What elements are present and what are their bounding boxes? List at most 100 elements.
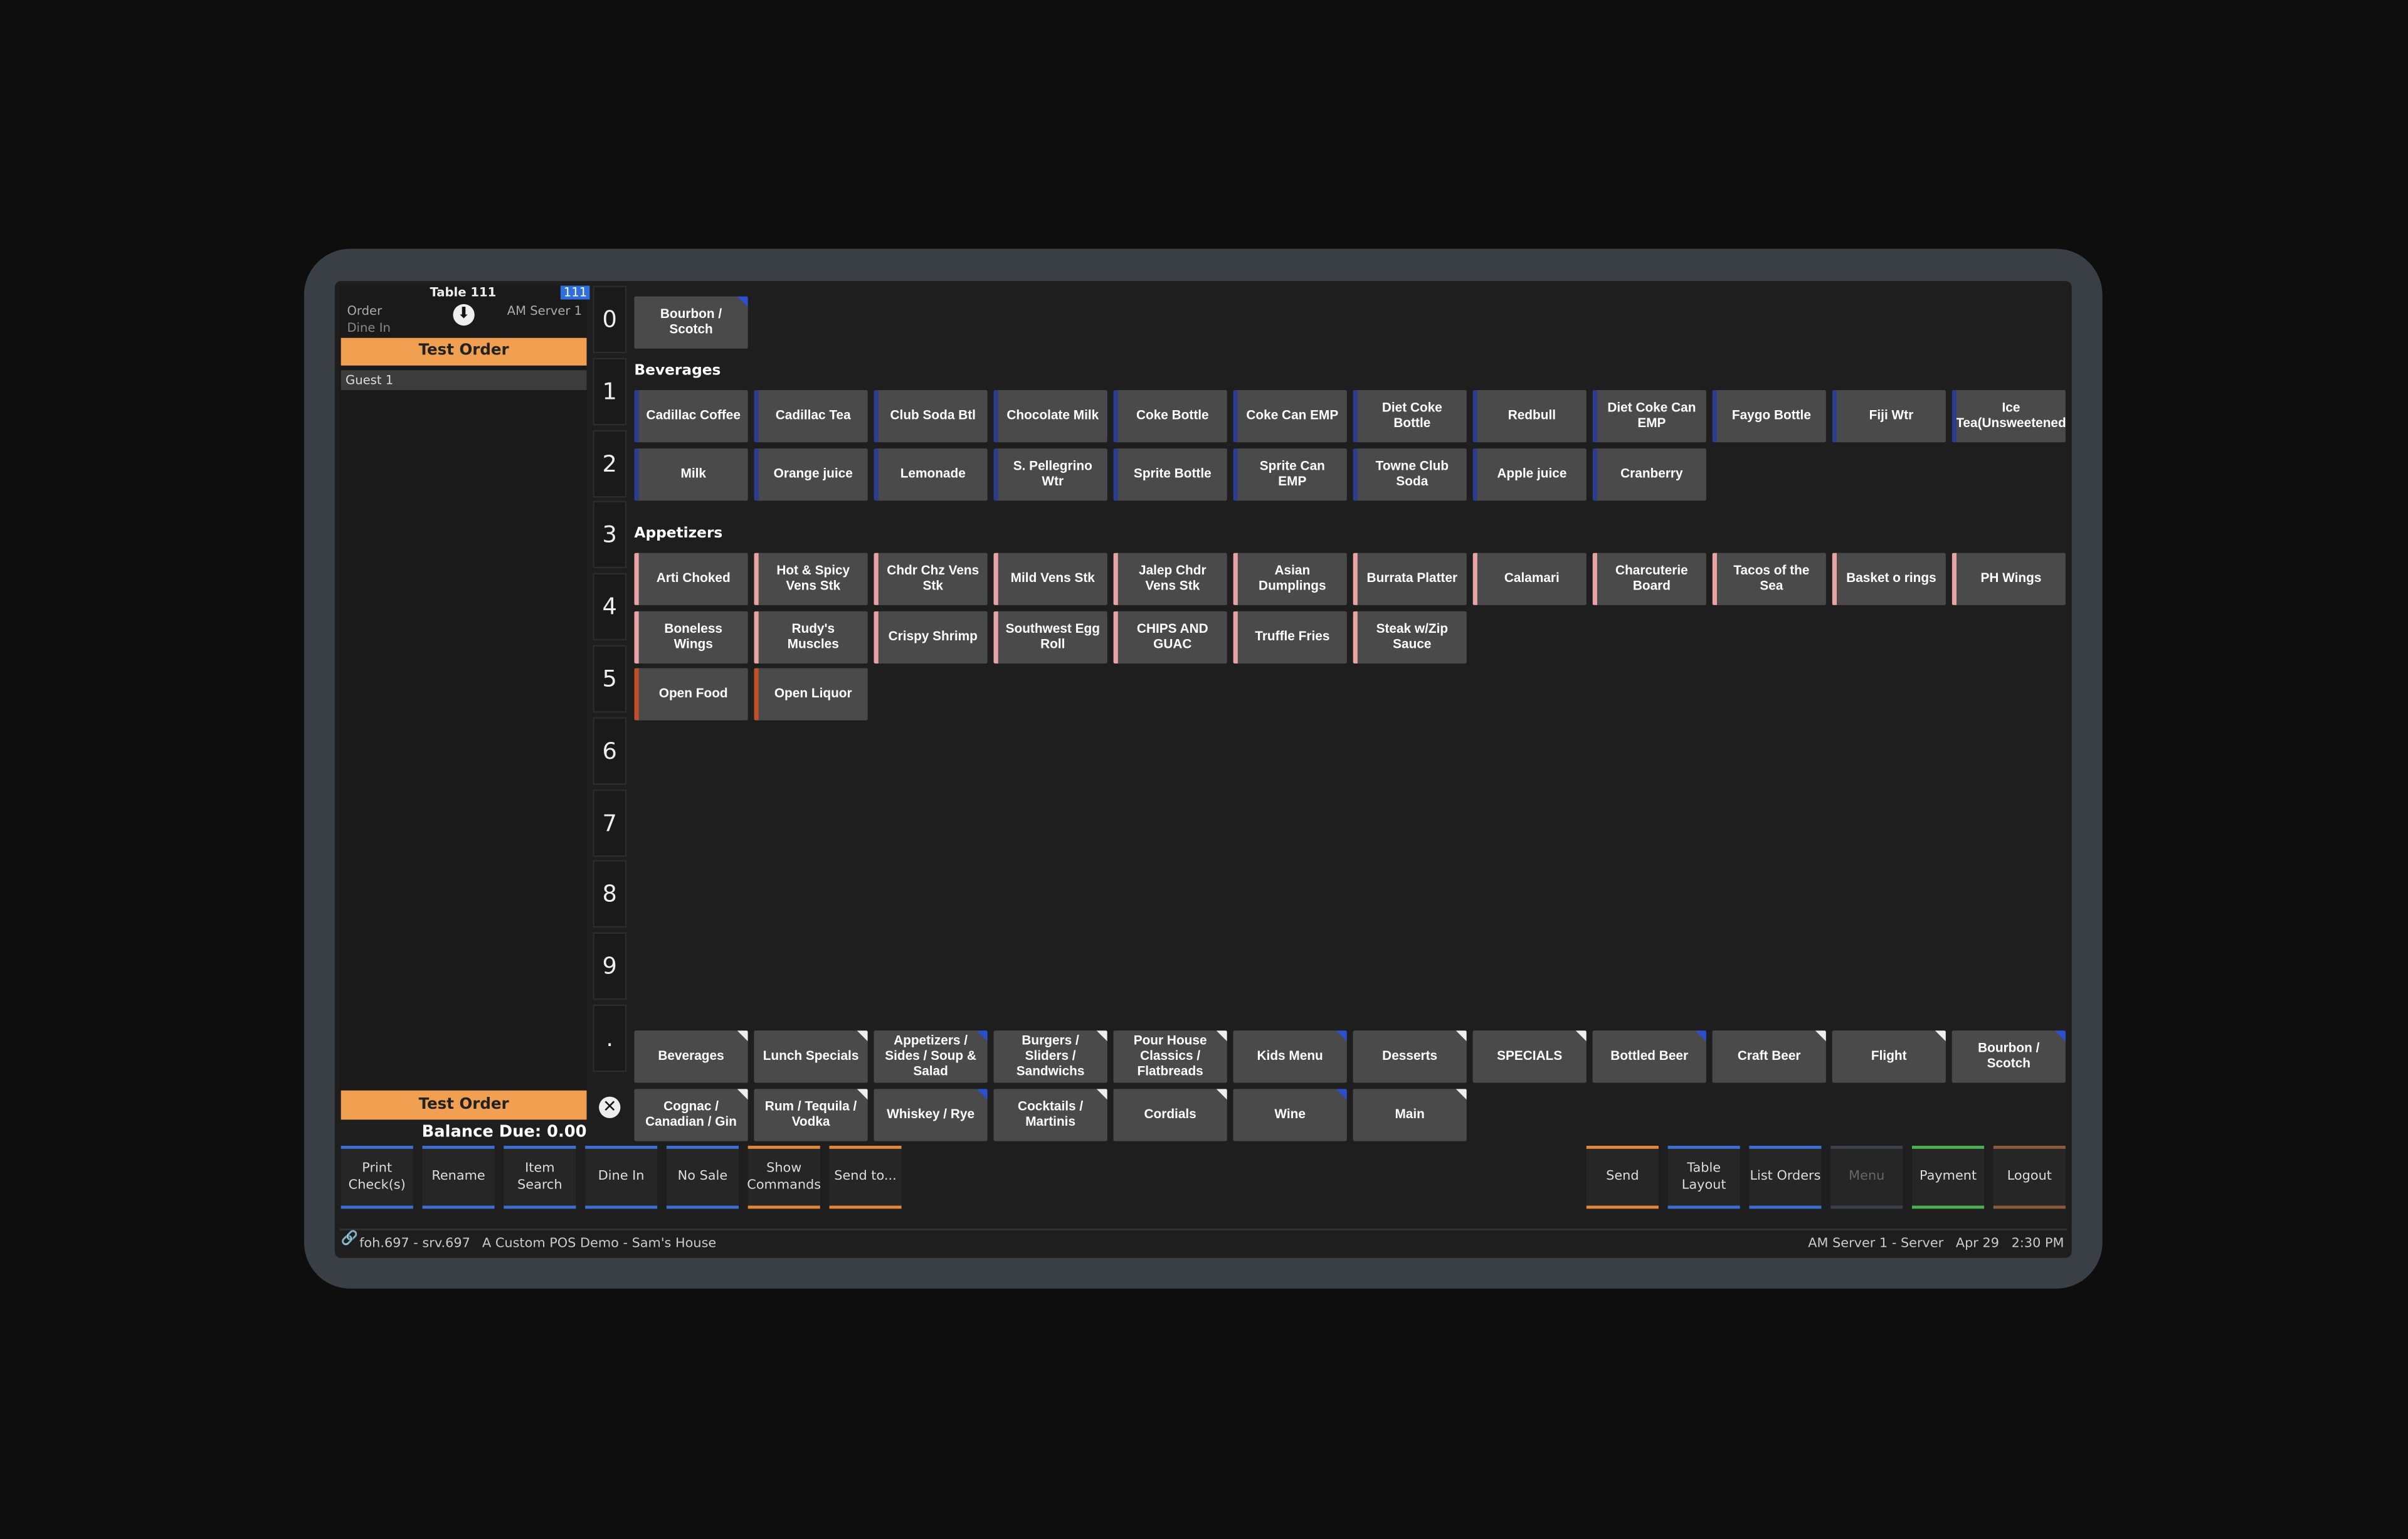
category-button[interactable]: Pour House Classics / Flatbreads	[1113, 1030, 1227, 1083]
expand-button[interactable]: ⬇	[453, 304, 475, 326]
category-button[interactable]: Bourbon / Scotch	[1951, 1030, 2066, 1083]
toolbar-button[interactable]: Logout	[1993, 1145, 2066, 1209]
menu-item[interactable]: Steak w/Zip Sauce	[1353, 611, 1467, 664]
menu-item[interactable]: Apple juice	[1472, 448, 1587, 501]
category-button[interactable]: Cognac / Canadian / Gin	[634, 1089, 748, 1141]
corner-marker	[1695, 1030, 1706, 1042]
menu-item[interactable]: Cranberry	[1592, 448, 1706, 501]
toolbar-button[interactable]: Rename	[422, 1145, 495, 1209]
menu-item[interactable]: Milk	[634, 448, 748, 501]
menu-item[interactable]: Charcuterie Board	[1592, 553, 1706, 605]
menu-item[interactable]: PH Wings	[1951, 553, 2066, 605]
toolbar-button[interactable]: List Orders	[1749, 1145, 1822, 1209]
category-button[interactable]: Main	[1353, 1089, 1467, 1141]
footer-order-name[interactable]: Test Order	[341, 1090, 587, 1120]
menu-item[interactable]: Rudy's Muscles	[754, 611, 868, 664]
menu-item[interactable]: Tacos of the Sea	[1712, 553, 1826, 605]
menu-item[interactable]: Asian Dumplings	[1233, 553, 1347, 605]
menu-item[interactable]: S. Pellegrino Wtr	[993, 448, 1107, 501]
corner-marker	[737, 1089, 748, 1100]
category-button[interactable]: Bottled Beer	[1592, 1030, 1706, 1083]
category-button[interactable]: Appetizers / Sides / Soup & Salad	[874, 1030, 988, 1083]
numpad-key[interactable]: 3	[593, 501, 627, 569]
menu-item[interactable]: Calamari	[1472, 553, 1587, 605]
numpad-key[interactable]: 9	[593, 933, 627, 1000]
toolbar-button[interactable]: Print Check(s)	[341, 1145, 413, 1209]
section-title: Beverages	[634, 362, 721, 379]
numpad-key[interactable]: 4	[593, 573, 627, 641]
toolbar-button[interactable]: Send to...	[829, 1145, 902, 1209]
corner-marker	[2054, 1030, 2066, 1042]
numpad-key[interactable]: 0	[593, 285, 627, 354]
menu-item[interactable]: Southwest Egg Roll	[993, 611, 1107, 664]
category-button[interactable]: Kids Menu	[1233, 1030, 1347, 1083]
menu-item[interactable]: Sprite Bottle	[1113, 448, 1227, 501]
menu-item[interactable]: Burrata Platter	[1353, 553, 1467, 605]
category-button[interactable]: Flight	[1832, 1030, 1946, 1083]
numpad-key[interactable]: 5	[593, 645, 627, 713]
order-type: Dine In	[347, 320, 391, 335]
category-button[interactable]: Craft Beer	[1712, 1030, 1826, 1083]
toolbar-button[interactable]: Menu	[1830, 1145, 1903, 1209]
menu-item[interactable]: Sprite Can EMP	[1233, 448, 1347, 501]
menu-item[interactable]: Club Soda Btl	[874, 390, 988, 443]
status-text: foh.697 - srv.697	[359, 1236, 470, 1252]
numpad-key[interactable]: 1	[593, 357, 627, 425]
menu-item[interactable]: Mild Vens Stk	[993, 553, 1107, 605]
menu-item[interactable]: Open Food	[634, 668, 748, 721]
toolbar-button[interactable]: Show Commands	[747, 1145, 821, 1209]
guest-row[interactable]: Guest 1	[341, 370, 587, 391]
toolbar-button[interactable]: Payment	[1912, 1145, 1985, 1209]
menu-item[interactable]: Cadillac Coffee	[634, 390, 748, 443]
menu-item[interactable]: Chdr Chz Vens Stk	[874, 553, 988, 605]
menu-item[interactable]: Jalep Chdr Vens Stk	[1113, 553, 1227, 605]
menu-item[interactable]: Orange juice	[754, 448, 868, 501]
menu-item[interactable]: Open Liquor	[754, 668, 868, 721]
menu-item[interactable]: Fiji Wtr	[1832, 390, 1946, 443]
category-button[interactable]: SPECIALS	[1472, 1030, 1587, 1083]
numpad-key[interactable]: 6	[593, 717, 627, 785]
toolbar-button[interactable]: Item Search	[504, 1145, 576, 1209]
category-button[interactable]: Beverages	[634, 1030, 748, 1083]
numpad-key[interactable]: 2	[593, 429, 627, 497]
category-button[interactable]: Desserts	[1353, 1030, 1467, 1083]
category-button[interactable]: Whiskey / Rye	[874, 1089, 988, 1141]
menu-item[interactable]: Lemonade	[874, 448, 988, 501]
toolbar-button[interactable]: Dine In	[585, 1145, 658, 1209]
menu-item[interactable]: Chocolate Milk	[993, 390, 1107, 443]
category-button[interactable]: Rum / Tequila / Vodka	[754, 1089, 868, 1141]
menu-item[interactable]: Diet Coke Bottle	[1353, 390, 1467, 443]
menu-item[interactable]: Coke Can EMP	[1233, 390, 1347, 443]
toolbar-button[interactable]: No Sale	[666, 1145, 739, 1209]
menu-item[interactable]: Bourbon / Scotch	[634, 296, 748, 349]
menu-item[interactable]: Towne Club Soda	[1353, 448, 1467, 501]
menu-item[interactable]: Redbull	[1472, 390, 1587, 443]
menu-item[interactable]: Coke Bottle	[1113, 390, 1227, 443]
category-button[interactable]: Wine	[1233, 1089, 1347, 1141]
menu-item[interactable]: Faygo Bottle	[1712, 390, 1826, 443]
category-button[interactable]: Cordials	[1113, 1089, 1227, 1141]
toolbar-button[interactable]: Table Layout	[1667, 1145, 1740, 1209]
menu-item[interactable]: Cadillac Tea	[754, 390, 868, 443]
category-button[interactable]: Burgers / Sliders / Sandwichs	[993, 1030, 1107, 1083]
menu-item[interactable]: CHIPS AND GUAC	[1113, 611, 1227, 664]
order-panel	[339, 285, 587, 1091]
menu-item[interactable]: Diet Coke Can EMP	[1592, 390, 1706, 443]
category-button[interactable]: Cocktails / Martinis	[993, 1089, 1107, 1141]
order-name[interactable]: Test Order	[341, 337, 587, 366]
numpad-key[interactable]: .	[593, 1004, 627, 1072]
menu-item[interactable]: Truffle Fries	[1233, 611, 1347, 664]
clear-button[interactable]: ✕	[599, 1096, 621, 1118]
toolbar-button[interactable]: Send	[1586, 1145, 1659, 1209]
menu-item[interactable]: Boneless Wings	[634, 611, 748, 664]
menu-item[interactable]: Arti Choked	[634, 553, 748, 605]
numpad-key[interactable]: 8	[593, 860, 627, 929]
category-button[interactable]: Lunch Specials	[754, 1030, 868, 1083]
balance-due: Balance Due: 0.00	[421, 1123, 587, 1141]
menu-item[interactable]: Hot & Spicy Vens Stk	[754, 553, 868, 605]
numpad-key[interactable]: 7	[593, 788, 627, 857]
menu-item[interactable]: Basket o rings	[1832, 553, 1946, 605]
menu-item[interactable]: Crispy Shrimp	[874, 611, 988, 664]
menu-item[interactable]: Ice Tea(Unsweetened	[1951, 390, 2066, 443]
